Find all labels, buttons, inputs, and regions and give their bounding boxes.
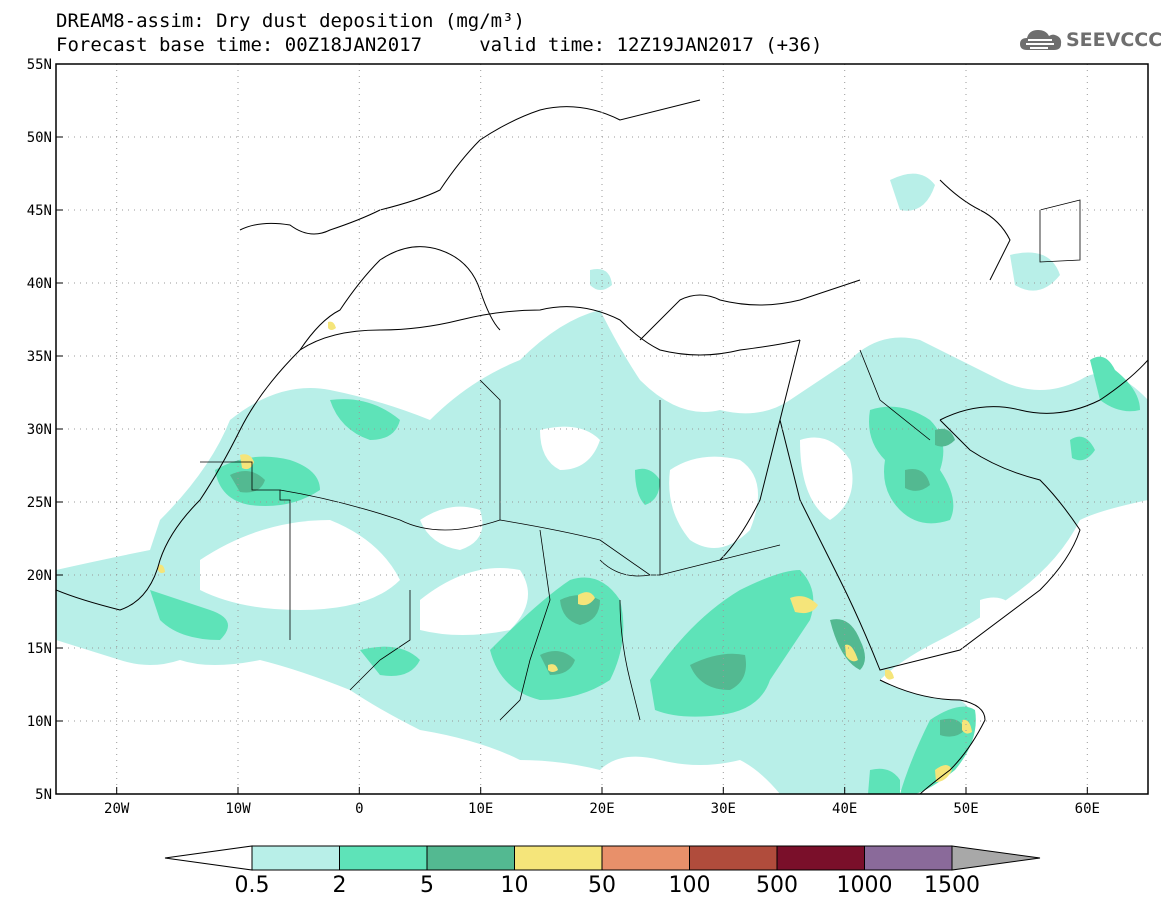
lon-label: 30E bbox=[711, 801, 736, 817]
colorbar-label: 10 bbox=[501, 873, 529, 898]
lat-label: 55N bbox=[27, 57, 52, 73]
tick-marks bbox=[56, 63, 1088, 794]
graticule bbox=[56, 64, 1148, 794]
forecast-times: Forecast base time: 00Z18JAN2017 valid t… bbox=[56, 34, 823, 56]
borders bbox=[200, 199, 1081, 721]
lat-label: 50N bbox=[27, 130, 52, 146]
colorbar-label: 50 bbox=[588, 873, 616, 898]
colorbar-under-triangle bbox=[164, 845, 253, 871]
colorbar-box bbox=[776, 845, 865, 871]
logo-text: SEEVCCC bbox=[1066, 29, 1163, 51]
cloud-icon bbox=[1020, 30, 1062, 50]
colorbar-label: 500 bbox=[756, 873, 798, 898]
deposition-field bbox=[56, 173, 1148, 794]
lat-label: 15N bbox=[27, 641, 52, 657]
lat-label: 20N bbox=[27, 568, 52, 584]
colorbar-box bbox=[514, 845, 603, 871]
lat-label: 25N bbox=[27, 495, 52, 511]
colorbar-over-triangle bbox=[951, 845, 1041, 871]
lon-label: 10W bbox=[225, 801, 251, 817]
latitude-labels: 55N 50N 45N 40N 35N 30N 25N 20N 15N 10N … bbox=[27, 57, 52, 803]
lon-label: 20W bbox=[104, 801, 130, 817]
colorbar-box bbox=[864, 845, 953, 871]
colorbar-label: 1000 bbox=[837, 873, 893, 898]
longitude-labels: 20W 10W 0 10E 20E 30E 40E 50E 60E bbox=[104, 801, 1100, 817]
map-title: DREAM8-assim: Dry dust deposition (mg/m³… bbox=[56, 10, 525, 32]
lat-label: 10N bbox=[27, 714, 52, 730]
lat-label: 30N bbox=[27, 422, 52, 438]
colorbar-label: 0.5 bbox=[235, 873, 270, 898]
colorbar-box bbox=[601, 845, 690, 871]
colorbar-box bbox=[339, 845, 428, 871]
seevccc-logo: SEEVCCC bbox=[1018, 26, 1162, 56]
lon-label: 20E bbox=[589, 801, 614, 817]
lon-label: 10E bbox=[468, 801, 493, 817]
colorbar: 0.5 2 5 10 50 100 500 1000 1500 bbox=[164, 845, 1041, 898]
colorbar-box bbox=[689, 845, 778, 871]
lon-label: 60E bbox=[1075, 801, 1100, 817]
lon-label: 50E bbox=[953, 801, 978, 817]
lon-label: 40E bbox=[832, 801, 857, 817]
colorbar-label: 100 bbox=[669, 873, 711, 898]
lat-label: 40N bbox=[27, 276, 52, 292]
lat-label: 35N bbox=[27, 349, 52, 365]
colorbar-box bbox=[426, 845, 515, 871]
lat-label: 5N bbox=[35, 787, 52, 803]
colorbar-box bbox=[251, 845, 340, 871]
colorbar-label: 5 bbox=[420, 873, 434, 898]
colorbar-label: 2 bbox=[333, 873, 347, 898]
lat-label: 45N bbox=[27, 203, 52, 219]
colorbar-label: 1500 bbox=[924, 873, 980, 898]
lon-label: 0 bbox=[355, 801, 363, 817]
